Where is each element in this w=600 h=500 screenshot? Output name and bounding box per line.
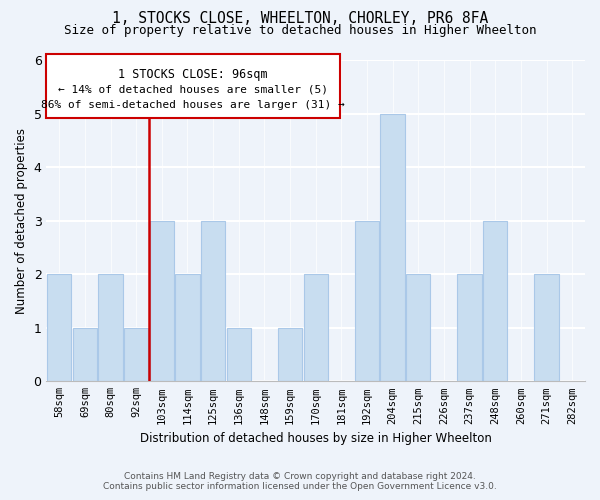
- Bar: [457, 274, 482, 382]
- Bar: [406, 274, 430, 382]
- Bar: [227, 328, 251, 382]
- FancyBboxPatch shape: [46, 54, 340, 118]
- Bar: [175, 274, 200, 382]
- Text: Size of property relative to detached houses in Higher Wheelton: Size of property relative to detached ho…: [64, 24, 536, 37]
- Bar: [149, 221, 174, 382]
- Text: 1, STOCKS CLOSE, WHEELTON, CHORLEY, PR6 8FA: 1, STOCKS CLOSE, WHEELTON, CHORLEY, PR6 …: [112, 11, 488, 26]
- X-axis label: Distribution of detached houses by size in Higher Wheelton: Distribution of detached houses by size …: [140, 432, 491, 445]
- Text: 86% of semi-detached houses are larger (31) →: 86% of semi-detached houses are larger (…: [41, 100, 345, 110]
- Text: ← 14% of detached houses are smaller (5): ← 14% of detached houses are smaller (5): [58, 84, 328, 94]
- Bar: [278, 328, 302, 382]
- Bar: [98, 274, 123, 382]
- Text: Contains HM Land Registry data © Crown copyright and database right 2024.
Contai: Contains HM Land Registry data © Crown c…: [103, 472, 497, 491]
- Bar: [355, 221, 379, 382]
- Bar: [47, 274, 71, 382]
- Bar: [535, 274, 559, 382]
- Text: 1 STOCKS CLOSE: 96sqm: 1 STOCKS CLOSE: 96sqm: [118, 68, 268, 81]
- Bar: [304, 274, 328, 382]
- Bar: [124, 328, 148, 382]
- Bar: [380, 114, 405, 382]
- Bar: [201, 221, 226, 382]
- Bar: [73, 328, 97, 382]
- Bar: [483, 221, 508, 382]
- Y-axis label: Number of detached properties: Number of detached properties: [15, 128, 28, 314]
